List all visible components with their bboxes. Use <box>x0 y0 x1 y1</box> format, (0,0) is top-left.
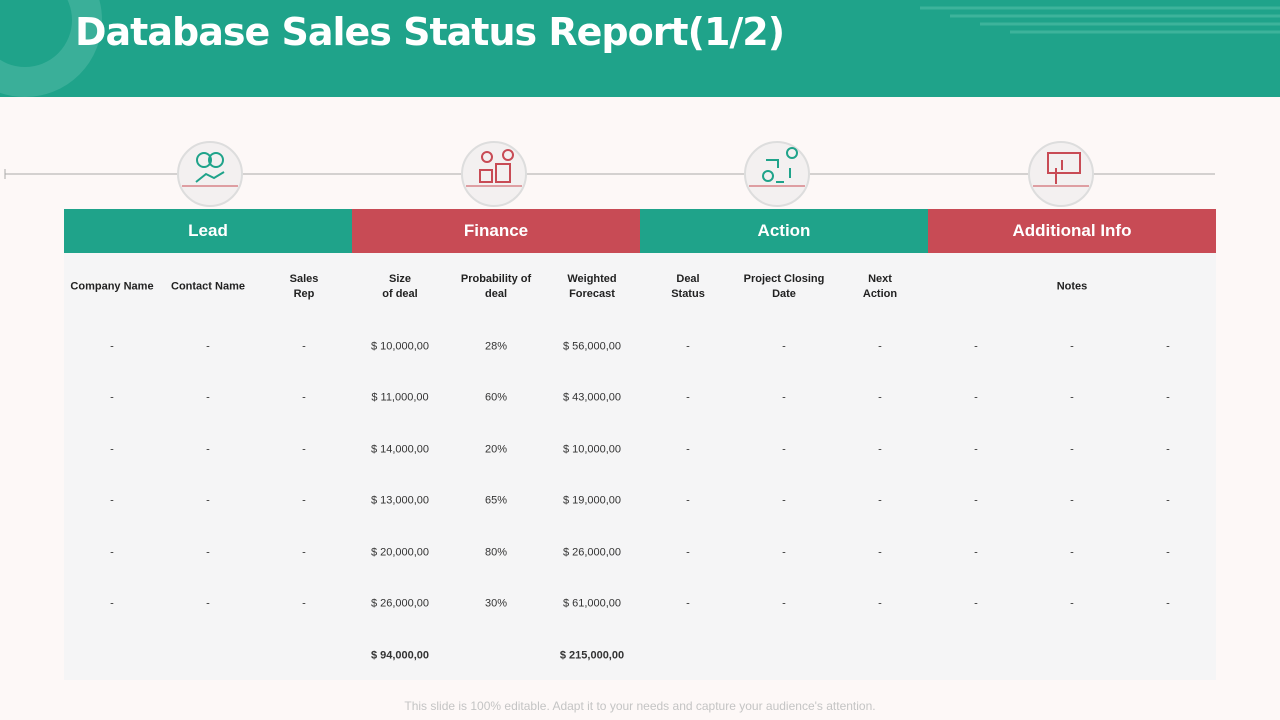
table-cell: - <box>206 494 210 507</box>
table-cell: - <box>1070 597 1074 610</box>
table-cell: $ 61,000,00 <box>562 597 622 610</box>
table-cell: - <box>110 546 114 559</box>
table-cell: - <box>1166 597 1170 610</box>
column-header: Notes <box>1056 280 1088 293</box>
table-cell: - <box>974 391 978 404</box>
header-band: Database Sales Status Report(1/2) <box>0 0 1280 97</box>
table-cell: - <box>206 546 210 559</box>
table-cell: $ 26,000,00 <box>370 597 430 610</box>
group-header: Finance <box>352 209 640 253</box>
table-cell: - <box>1070 443 1074 456</box>
table-cell: - <box>1070 546 1074 559</box>
timeline <box>4 141 1215 207</box>
title: Database Sales Status Report(1/2) <box>75 10 785 54</box>
table-cell: - <box>878 340 882 353</box>
column-header: Weighted Forecast <box>567 273 617 300</box>
column-header: Project Closing Date <box>743 273 825 300</box>
table-cell: - <box>782 391 786 404</box>
table-cell: $ 20,000,00 <box>370 546 430 559</box>
table-cell: - <box>1166 340 1170 353</box>
table-cell: - <box>782 443 786 456</box>
table-cell: $ 26,000,00 <box>562 546 622 559</box>
table-cell: - <box>206 443 210 456</box>
table-cell: 80% <box>484 546 508 559</box>
column-header: Next Action <box>862 273 898 300</box>
table-cell: 60% <box>484 391 508 404</box>
table-cell: - <box>878 443 882 456</box>
table-cell: - <box>206 340 210 353</box>
table-cell: $ 19,000,00 <box>562 494 622 507</box>
table-cell: - <box>878 546 882 559</box>
footer-note: This slide is 100% editable. Adapt it to… <box>404 699 876 713</box>
table-cell: $ 13,000,00 <box>370 494 430 507</box>
table-cell: 20% <box>484 443 508 456</box>
total-forecast: $ 215,000,00 <box>559 649 625 662</box>
table-cell: - <box>1070 340 1074 353</box>
column-header: Probability of deal <box>460 273 532 300</box>
table-cell: - <box>878 494 882 507</box>
table-cell: - <box>686 443 690 456</box>
table-cell: - <box>782 494 786 507</box>
table-cell: - <box>974 494 978 507</box>
table-cell: - <box>1166 546 1170 559</box>
total-size: $ 94,000,00 <box>370 649 430 662</box>
header-decor <box>0 0 1280 97</box>
table-cell: - <box>686 494 690 507</box>
table-cell: $ 14,000,00 <box>370 443 430 456</box>
table-cell: - <box>302 391 306 404</box>
table-cell: - <box>974 443 978 456</box>
table-cell: - <box>110 340 114 353</box>
table-cell: - <box>878 391 882 404</box>
table-cell: 65% <box>484 494 508 507</box>
table-cell: - <box>686 546 690 559</box>
table-cell: - <box>974 597 978 610</box>
table-cell: - <box>878 597 882 610</box>
table-cell: - <box>1166 443 1170 456</box>
table-cell: - <box>686 597 690 610</box>
table-cell: - <box>974 340 978 353</box>
table-cell: $ 11,000,00 <box>371 391 429 404</box>
table-cell: - <box>1070 494 1074 507</box>
table-cell: 30% <box>484 597 508 610</box>
table-cell: - <box>782 597 786 610</box>
table-cell: - <box>974 546 978 559</box>
group-header: Lead <box>64 209 352 253</box>
column-header: Sales Rep <box>289 273 319 300</box>
table-cell: - <box>686 391 690 404</box>
table-cell: - <box>302 443 306 456</box>
table-cell: - <box>782 340 786 353</box>
column-header: Company Name <box>70 280 154 293</box>
table-cell: - <box>206 597 210 610</box>
table-cell: - <box>302 546 306 559</box>
table-cell: $ 43,000,00 <box>562 391 622 404</box>
table-cell: - <box>1166 494 1170 507</box>
table-cell: - <box>782 546 786 559</box>
table-cell: $ 56,000,00 <box>562 340 622 353</box>
table-cell: 28% <box>484 340 508 353</box>
table-cell: - <box>110 391 114 404</box>
table-cell: - <box>302 494 306 507</box>
table-cell: - <box>206 391 210 404</box>
table-cell: - <box>302 340 306 353</box>
column-header: Deal Status <box>671 273 705 300</box>
group-header: Action <box>640 209 928 253</box>
table-cell: - <box>302 597 306 610</box>
table-cell: - <box>110 597 114 610</box>
table-cell: $ 10,000,00 <box>370 340 430 353</box>
group-header: Additional Info <box>928 209 1216 253</box>
table-cell: - <box>686 340 690 353</box>
table-cell: $ 10,000,00 <box>562 443 622 456</box>
column-header: Contact Name <box>171 280 245 293</box>
table-cell: - <box>110 494 114 507</box>
table-cell: - <box>1166 391 1170 404</box>
table-body: Company Name Contact Name Sales Rep Size of… <box>64 253 1216 680</box>
column-header: Size of deal <box>382 273 418 300</box>
table-cell: - <box>1070 391 1074 404</box>
table-cell: - <box>110 443 114 456</box>
